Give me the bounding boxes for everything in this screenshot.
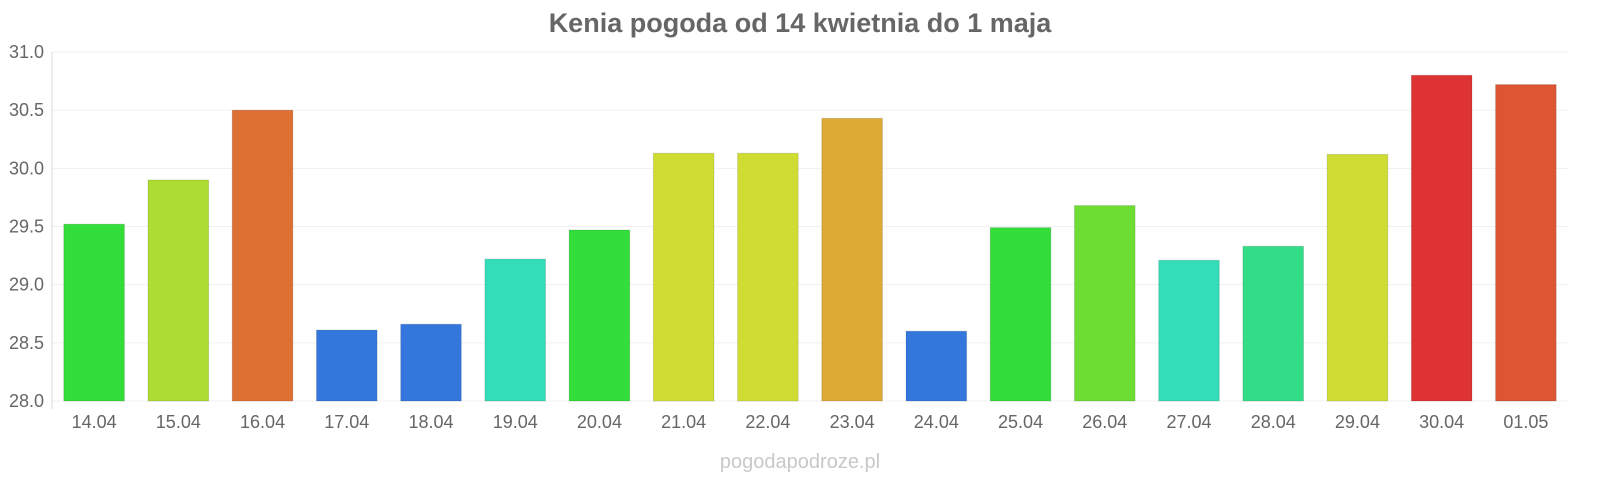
x-tick-label: 29.04 <box>1335 412 1380 432</box>
x-tick-label: 19.04 <box>493 412 538 432</box>
y-axis-ticks: 28.0 28.5 29.0 29.5 30.0 30.5 31.0 <box>9 42 44 411</box>
bar <box>652 152 715 402</box>
x-tick-label: 21.04 <box>661 412 706 432</box>
x-tick-label: 28.04 <box>1251 412 1296 432</box>
bar <box>568 229 631 402</box>
grid-lines <box>52 51 1568 402</box>
bar <box>484 258 547 402</box>
x-axis-ticks: 14.04 15.04 16.04 17.04 18.04 19.04 20.04 21.04… <box>72 412 1549 432</box>
bar <box>231 109 294 402</box>
bar <box>63 223 125 402</box>
bar <box>989 227 1052 402</box>
y-tick-label: 29.5 <box>9 217 44 237</box>
bar <box>147 179 210 402</box>
watermark: pogodapodroze.pl <box>720 451 880 473</box>
bar <box>1242 245 1305 402</box>
x-tick-label: 24.04 <box>914 412 959 432</box>
bar <box>821 117 883 402</box>
y-tick-label: 28.5 <box>9 333 44 353</box>
x-tick-label: 14.04 <box>72 412 117 432</box>
x-tick-label: 18.04 <box>408 412 453 432</box>
x-tick-label: 27.04 <box>1166 412 1211 432</box>
x-tick-label: 15.04 <box>156 412 201 432</box>
x-tick-label: 23.04 <box>830 412 875 432</box>
bars <box>63 74 1557 402</box>
y-tick-label: 29.0 <box>9 275 44 295</box>
bar <box>315 329 378 402</box>
x-tick-label: 22.04 <box>745 412 790 432</box>
bar <box>1410 74 1473 402</box>
bar <box>1326 153 1389 402</box>
x-tick-label: 26.04 <box>1082 412 1127 432</box>
bar <box>737 152 799 402</box>
bar <box>400 323 462 402</box>
bar <box>1495 84 1557 402</box>
bar <box>905 330 968 402</box>
bar <box>1073 205 1136 402</box>
x-tick-label: 20.04 <box>577 412 622 432</box>
y-tick-label: 30.5 <box>9 100 44 120</box>
y-tick-label: 30.0 <box>9 158 44 178</box>
x-tick-label: 17.04 <box>324 412 369 432</box>
x-tick-label: 30.04 <box>1419 412 1464 432</box>
x-tick-label: 25.04 <box>998 412 1043 432</box>
y-tick-label: 31.0 <box>9 42 44 62</box>
x-tick-label: 01.05 <box>1503 412 1548 432</box>
y-tick-label: 28.0 <box>9 391 44 411</box>
x-tick-label: 16.04 <box>240 412 285 432</box>
chart-title: Kenia pogoda od 14 kwietnia do 1 maja <box>549 8 1053 38</box>
bar <box>1158 259 1220 402</box>
